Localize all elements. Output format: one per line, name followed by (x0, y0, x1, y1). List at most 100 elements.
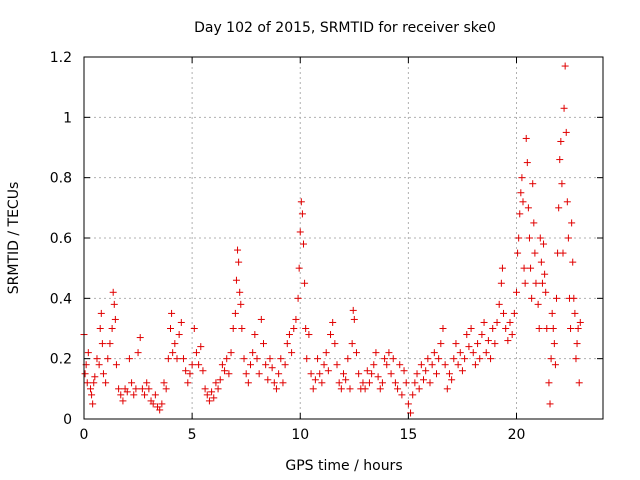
data-point (90, 379, 98, 387)
data-point (84, 349, 92, 357)
data-point (541, 270, 549, 278)
data-point (432, 370, 440, 378)
data-point (398, 391, 406, 399)
data-point (297, 198, 305, 206)
data-point (531, 249, 539, 257)
data-point (467, 325, 475, 332)
data-point (168, 309, 176, 317)
y-tick-labels: 0 0.2 0.4 0.6 0.8 1 1.2 (50, 50, 72, 428)
data-point (545, 379, 553, 387)
data-point (283, 340, 291, 348)
data-point (524, 204, 532, 212)
data-point (522, 134, 530, 142)
data-point (231, 309, 239, 317)
data-point (102, 379, 110, 387)
data-point (463, 331, 471, 339)
data-point (197, 343, 205, 351)
data-point (517, 189, 525, 197)
data-point (400, 367, 408, 375)
data-point (558, 180, 566, 188)
data-point (523, 159, 531, 167)
data-point (253, 355, 261, 363)
data-point (136, 334, 144, 342)
data-point (342, 376, 350, 384)
data-point (538, 279, 546, 287)
data-point (123, 388, 131, 396)
data-point (259, 340, 267, 348)
data-point (518, 174, 526, 182)
data-point (535, 325, 543, 332)
data-point (115, 385, 123, 393)
data-point (110, 300, 118, 308)
data-point (450, 355, 458, 363)
data-point (557, 137, 565, 145)
data-point (205, 397, 213, 405)
data-point (527, 264, 535, 272)
data-point (257, 315, 265, 323)
data-point (344, 355, 352, 363)
data-point (452, 340, 460, 348)
data-point (437, 340, 445, 348)
data-point (156, 406, 164, 414)
data-point (95, 361, 103, 369)
data-point (244, 379, 252, 387)
data-point (556, 156, 564, 164)
data-point (314, 355, 322, 363)
y-axis-label: SRMTID / TECUs (6, 182, 22, 295)
data-point (138, 385, 146, 393)
data-point (454, 361, 462, 369)
data-point (151, 391, 159, 399)
data-point (316, 370, 324, 378)
data-point (350, 315, 358, 323)
data-point (296, 228, 304, 236)
data-point (132, 385, 140, 393)
scatter-marks (80, 62, 584, 417)
data-point (521, 279, 529, 287)
data-point (145, 385, 153, 393)
data-point (275, 370, 283, 378)
data-point (104, 355, 112, 363)
data-point (559, 249, 567, 257)
y-tick-label: 1 (63, 110, 72, 126)
data-point (88, 391, 96, 399)
data-point (307, 370, 315, 378)
data-point (158, 400, 166, 408)
data-point (549, 325, 557, 332)
data-point (435, 355, 443, 363)
data-point (514, 249, 522, 257)
data-point (237, 300, 245, 308)
data-point (378, 379, 386, 387)
data-point (141, 391, 149, 399)
x-axis-label: GPS time / hours (285, 458, 402, 474)
data-point (294, 294, 302, 302)
data-point (108, 325, 116, 332)
x-tick-label: 0 (80, 427, 89, 443)
data-point (456, 349, 464, 357)
y-tick-label: 0.6 (50, 231, 72, 247)
y-tick-label: 0.4 (50, 291, 72, 307)
data-point (548, 309, 556, 317)
data-point (543, 325, 551, 332)
data-point (562, 128, 570, 136)
data-point (98, 340, 106, 348)
data-point (208, 388, 216, 396)
data-point (422, 367, 430, 375)
data-point (411, 379, 419, 387)
data-point (542, 288, 550, 296)
data-point (520, 264, 528, 272)
data-point (510, 309, 518, 317)
data-point (305, 331, 313, 339)
data-point (352, 349, 360, 357)
data-point (383, 361, 391, 369)
data-point (335, 379, 343, 387)
data-point (381, 355, 389, 363)
data-point (236, 288, 244, 296)
data-point (190, 325, 198, 332)
chart-title: Day 102 of 2015, SRMTID for receiver ske… (194, 20, 496, 36)
data-point (169, 349, 177, 357)
data-point (292, 315, 300, 323)
data-point (322, 349, 330, 357)
data-point (255, 370, 263, 378)
data-point (240, 355, 248, 363)
data-point (201, 385, 209, 393)
